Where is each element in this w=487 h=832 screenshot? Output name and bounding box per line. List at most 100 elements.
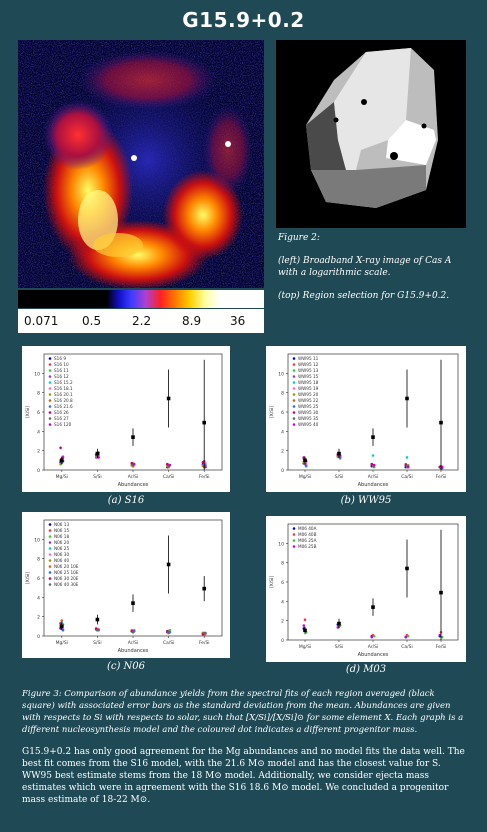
chart-m03-svg: 0 2 4 6 8 10 [X/Si] Mg/Si S/Si Ar/Si Ca/Si Fe/Si Abu… <box>269 523 459 658</box>
y-tick-label: 0 <box>37 468 40 474</box>
legend-entry: N06 30 <box>54 552 69 557</box>
legend-marker <box>48 571 52 574</box>
y-axis-label: [X/Si] <box>269 406 275 418</box>
legend-entry: WW95 30 <box>298 410 319 415</box>
legend-marker <box>292 423 296 426</box>
legend-marker <box>48 535 52 538</box>
model-point <box>132 462 136 466</box>
model-point <box>97 456 100 459</box>
model-point <box>60 619 64 622</box>
legend-entry: S16 21.6 <box>54 404 73 409</box>
observed-point <box>405 396 409 401</box>
model-point <box>167 630 170 634</box>
legend-entry: WW95 20 <box>298 392 319 397</box>
body-paragraph: G15.9+0.2 has only good agreement for th… <box>22 747 465 805</box>
legend-entry: S16 26 <box>54 410 69 415</box>
region-selection-image <box>276 40 466 228</box>
xray-image <box>18 40 264 288</box>
legend-marker <box>48 411 52 414</box>
chart-s16-svg: 0 2 4 6 8 10 [X/Si] Mg/Si S/Si Ar/Si Ca/Si Fe/Si Abu… <box>25 353 223 488</box>
model-point <box>130 461 134 465</box>
legend-entry: M06 40A <box>298 526 317 531</box>
y-tick-label: 0 <box>281 638 284 644</box>
x-tick-label: Ca/Si <box>401 474 413 480</box>
legend-entry: WW95 12 <box>298 362 319 367</box>
legend-entry: S16 12 <box>54 374 69 379</box>
legend-marker <box>48 405 52 408</box>
observed-point <box>303 458 307 463</box>
x-axis-label: Abundances <box>118 648 149 654</box>
legend-entry: WW95 35 <box>298 416 319 421</box>
x-tick-label: Ca/Si <box>163 474 175 480</box>
x-tick-label: Ar/Si <box>128 640 139 646</box>
legend-marker <box>292 405 296 408</box>
observed-point <box>439 420 443 425</box>
x-axis-label: Abundances <box>118 482 149 488</box>
y-tick-label: 2 <box>281 449 284 455</box>
y-tick-label: 8 <box>37 391 40 397</box>
legend-entry: S16 20.1 <box>54 392 73 397</box>
observed-point <box>405 566 409 571</box>
legend-marker <box>48 577 52 580</box>
colorbar-ticks: 0.071 0.5 2.2 8.9 36 <box>18 309 264 333</box>
legend-marker <box>292 533 296 536</box>
legend-entry: N06 30 20E <box>54 576 79 581</box>
y-tick-label: 2 <box>37 449 40 455</box>
observed-point <box>166 396 171 401</box>
legend-entry: M06 40B <box>298 532 317 537</box>
legend-marker <box>292 387 296 390</box>
subcaption-ww95: (b) WW95 <box>340 495 392 506</box>
legend-marker <box>292 393 296 396</box>
model-point <box>166 462 169 466</box>
plot-frame <box>43 353 223 471</box>
legend-entry: S16 27 <box>54 416 69 421</box>
model-point <box>370 635 374 639</box>
model-point <box>96 628 99 632</box>
y-tick-label: 2 <box>281 619 284 625</box>
colorbar-tick: 36 <box>230 314 246 328</box>
figure2-top-caption: (top) Region selection for G15.9+0.2. <box>278 290 450 301</box>
colorbar <box>18 290 264 308</box>
model-point <box>59 446 62 450</box>
legend-marker <box>48 357 52 360</box>
model-point <box>336 626 340 629</box>
model-point <box>201 460 205 464</box>
legend-entry: M06 25B <box>298 544 317 549</box>
legend-marker <box>48 553 52 556</box>
legend-marker <box>48 399 52 402</box>
x-tick-label: Ca/Si <box>163 640 175 646</box>
observed-point <box>303 628 307 633</box>
legend-marker <box>48 393 52 396</box>
x-axis-label: Abundances <box>358 652 389 658</box>
legend-entry: WW95 19 <box>298 386 319 391</box>
legend-entry: N06 40 30E <box>54 582 79 587</box>
legend-marker <box>292 417 296 420</box>
legend-marker <box>292 545 296 548</box>
legend-entry: S16 20.8 <box>54 398 73 403</box>
chart-ww95: 0 2 4 6 8 10 [X/Si] Mg/Si S/Si Ar/Si Ca/Si Fe/Si Abu… <box>266 346 466 492</box>
y-tick-label: 6 <box>37 576 40 582</box>
legend-marker <box>48 523 52 526</box>
legend-marker <box>292 399 296 402</box>
page-title: G15.9+0.2 <box>182 8 305 32</box>
observed-point <box>60 624 64 629</box>
model-point <box>59 622 62 625</box>
chart-m03: 0 2 4 6 8 10 [X/Si] Mg/Si S/Si Ar/Si Ca/Si Fe/Si Abu… <box>266 516 466 662</box>
legend-marker <box>292 381 296 384</box>
observed-point <box>439 590 443 595</box>
legend-marker <box>292 369 296 372</box>
y-tick-label: 2 <box>37 615 40 621</box>
observed-point <box>131 435 135 439</box>
colorbar-tick: 0.5 <box>82 314 102 328</box>
model-point <box>404 635 408 639</box>
legend-entry: N06 20 10E <box>54 564 79 569</box>
observed-point <box>131 601 135 605</box>
x-tick-label: Mg/Si <box>56 474 68 480</box>
model-point <box>370 462 374 466</box>
y-tick-label: 0 <box>281 468 284 474</box>
legend-marker <box>48 369 52 372</box>
figure2-left-caption: (left) Broadband X-ray image of Cas A wi… <box>278 255 452 279</box>
legend-marker <box>292 411 296 414</box>
x-axis-label: Abundances <box>358 482 389 488</box>
model-point <box>304 464 308 468</box>
